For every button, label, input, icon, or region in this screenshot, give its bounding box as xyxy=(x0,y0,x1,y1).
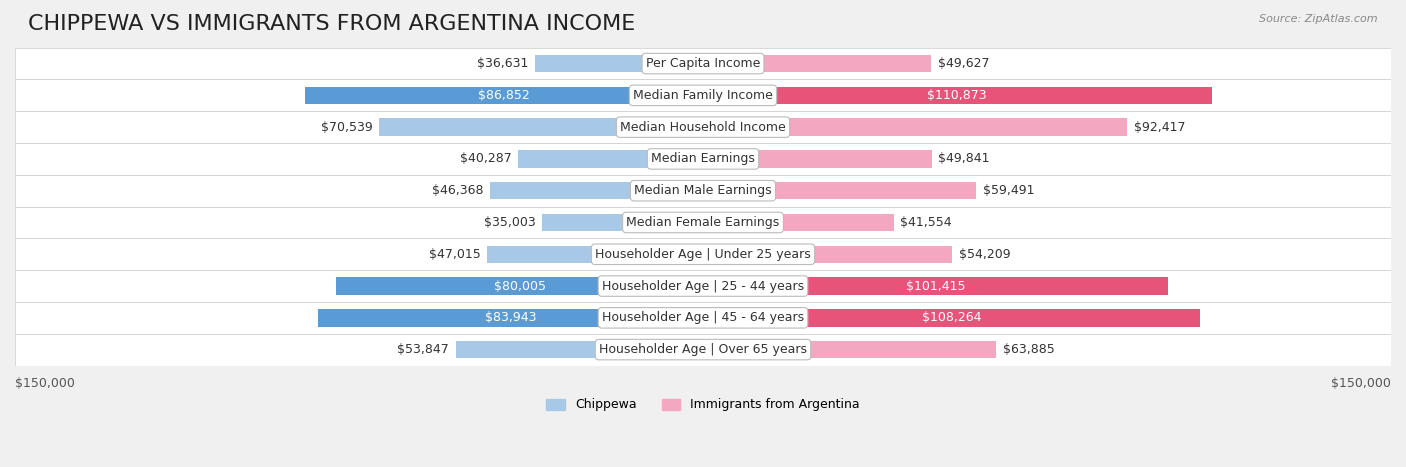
FancyBboxPatch shape xyxy=(15,111,1391,143)
Text: Median Male Earnings: Median Male Earnings xyxy=(634,184,772,197)
Text: Householder Age | 45 - 64 years: Householder Age | 45 - 64 years xyxy=(602,311,804,325)
Bar xyxy=(703,246,952,263)
Text: $59,491: $59,491 xyxy=(983,184,1035,197)
Text: Median Earnings: Median Earnings xyxy=(651,152,755,165)
Text: Per Capita Income: Per Capita Income xyxy=(645,57,761,70)
Text: $110,873: $110,873 xyxy=(928,89,987,102)
Bar xyxy=(703,182,976,199)
Text: $41,554: $41,554 xyxy=(900,216,952,229)
Text: $108,264: $108,264 xyxy=(921,311,981,325)
Bar xyxy=(703,214,894,231)
Text: $92,417: $92,417 xyxy=(1133,120,1185,134)
FancyBboxPatch shape xyxy=(15,270,1391,302)
Bar xyxy=(703,119,1126,136)
Bar xyxy=(703,86,1212,104)
Text: $35,003: $35,003 xyxy=(484,216,536,229)
FancyBboxPatch shape xyxy=(15,79,1391,111)
Bar xyxy=(703,309,1199,326)
FancyBboxPatch shape xyxy=(15,48,1391,79)
Bar xyxy=(336,277,703,295)
Text: Householder Age | Under 25 years: Householder Age | Under 25 years xyxy=(595,248,811,261)
Bar xyxy=(519,150,703,168)
Legend: Chippewa, Immigrants from Argentina: Chippewa, Immigrants from Argentina xyxy=(541,394,865,417)
Text: $70,539: $70,539 xyxy=(321,120,373,134)
Text: $36,631: $36,631 xyxy=(477,57,529,70)
Bar xyxy=(491,182,703,199)
Bar xyxy=(318,309,703,326)
Text: CHIPPEWA VS IMMIGRANTS FROM ARGENTINA INCOME: CHIPPEWA VS IMMIGRANTS FROM ARGENTINA IN… xyxy=(28,14,636,34)
Text: Median Household Income: Median Household Income xyxy=(620,120,786,134)
Text: Householder Age | Over 65 years: Householder Age | Over 65 years xyxy=(599,343,807,356)
FancyBboxPatch shape xyxy=(15,143,1391,175)
Bar xyxy=(703,55,931,72)
Text: $63,885: $63,885 xyxy=(1002,343,1054,356)
Text: $83,943: $83,943 xyxy=(485,311,536,325)
Text: $150,000: $150,000 xyxy=(15,376,75,389)
Bar xyxy=(543,214,703,231)
Bar xyxy=(703,341,995,358)
Bar xyxy=(380,119,703,136)
FancyBboxPatch shape xyxy=(15,175,1391,206)
Text: $47,015: $47,015 xyxy=(429,248,481,261)
Text: $54,209: $54,209 xyxy=(959,248,1010,261)
Bar xyxy=(456,341,703,358)
Text: $80,005: $80,005 xyxy=(494,280,546,292)
Text: $40,287: $40,287 xyxy=(460,152,512,165)
Bar xyxy=(703,150,932,168)
Bar xyxy=(488,246,703,263)
Bar xyxy=(536,55,703,72)
Text: $46,368: $46,368 xyxy=(432,184,484,197)
FancyBboxPatch shape xyxy=(15,206,1391,238)
Text: $49,841: $49,841 xyxy=(938,152,990,165)
Text: Median Female Earnings: Median Female Earnings xyxy=(627,216,779,229)
FancyBboxPatch shape xyxy=(15,334,1391,366)
Bar xyxy=(305,86,703,104)
FancyBboxPatch shape xyxy=(15,238,1391,270)
Text: Median Family Income: Median Family Income xyxy=(633,89,773,102)
FancyBboxPatch shape xyxy=(15,302,1391,334)
Text: $150,000: $150,000 xyxy=(1331,376,1391,389)
Text: $86,852: $86,852 xyxy=(478,89,530,102)
Text: $53,847: $53,847 xyxy=(398,343,449,356)
Text: $101,415: $101,415 xyxy=(905,280,966,292)
Text: $49,627: $49,627 xyxy=(938,57,988,70)
Bar xyxy=(703,277,1168,295)
Text: Householder Age | 25 - 44 years: Householder Age | 25 - 44 years xyxy=(602,280,804,292)
Text: Source: ZipAtlas.com: Source: ZipAtlas.com xyxy=(1260,14,1378,24)
